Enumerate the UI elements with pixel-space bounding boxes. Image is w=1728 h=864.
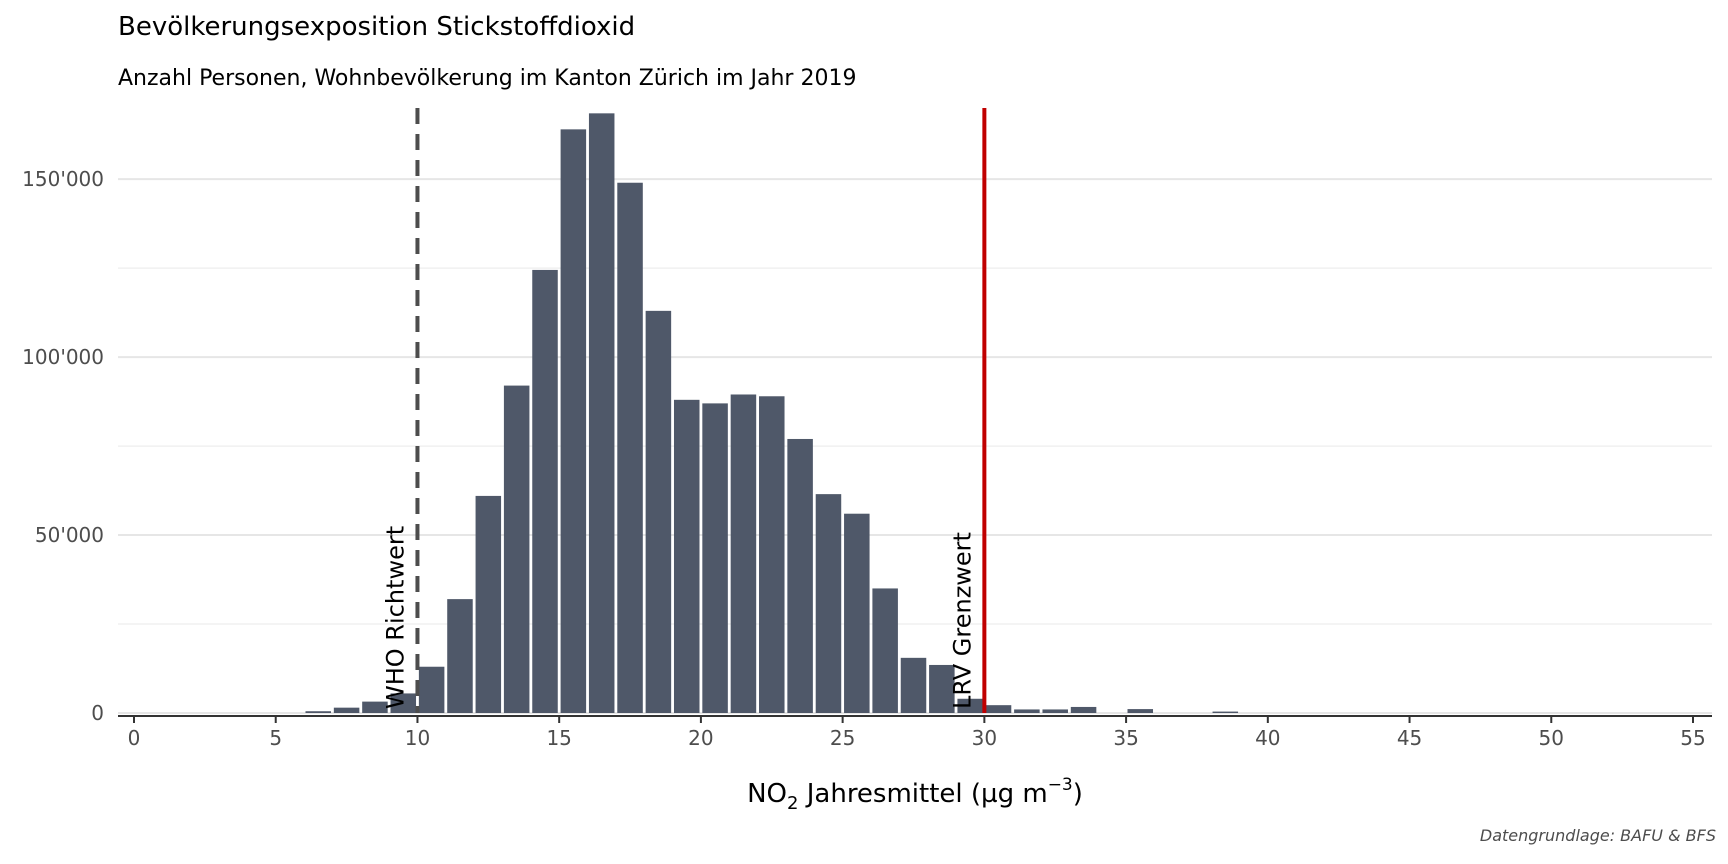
histogram-bar	[503, 385, 530, 713]
histogram-bar	[645, 310, 672, 713]
histogram-bar	[673, 399, 700, 713]
x-tick-label: 55	[1680, 726, 1705, 750]
histogram-bar	[1212, 711, 1239, 713]
bars	[305, 113, 1239, 714]
x-tick-label: 0	[128, 726, 141, 750]
histogram-bar	[900, 657, 927, 713]
x-tick-label: 50	[1539, 726, 1564, 750]
histogram-bar	[1127, 709, 1154, 713]
histogram-bar	[730, 394, 757, 713]
chart-title: Bevölkerungsexposition Stickstoffdioxid	[118, 12, 636, 42]
histogram-bar	[1042, 709, 1068, 713]
x-tick-label: 45	[1397, 726, 1422, 750]
histogram-bar	[588, 113, 615, 713]
grid-lines	[118, 178, 1712, 714]
x-tick-label: 15	[546, 726, 571, 750]
histogram-bar	[333, 707, 360, 713]
histogram-bar	[759, 396, 785, 713]
histogram-bar	[532, 269, 558, 713]
histogram-bar	[560, 129, 587, 714]
histogram-bar	[702, 403, 728, 713]
x-tick-label: 5	[269, 726, 282, 750]
histogram-bar	[957, 698, 983, 713]
histogram-bar	[929, 664, 955, 713]
histogram-bar	[844, 513, 870, 713]
x-tick-label: 20	[688, 726, 713, 750]
x-tick-label: 10	[405, 726, 430, 750]
lrv-limit-label: LRV Grenzwert	[948, 532, 976, 709]
who-guideline-label: WHO Richtwert	[381, 526, 409, 709]
reference-lines: WHO Richtwert LRV Grenzwert	[381, 108, 987, 713]
histogram-bar	[305, 711, 332, 713]
y-tick-label: 100'000	[22, 345, 104, 369]
x-tick-label: 30	[972, 726, 997, 750]
histogram-bar	[475, 495, 502, 713]
axes: 0 5 10 15 20 25 30 35 40 45 50 55 0 50'000 100'000 150'…	[22, 167, 1712, 750]
histogram-bar	[985, 705, 1012, 713]
histogram-bar	[872, 588, 898, 713]
x-tick-label: 35	[1113, 726, 1138, 750]
x-tick-label: 40	[1255, 726, 1280, 750]
x-axis-title: NO2 Jahresmittel (µg m−3)	[747, 775, 1083, 814]
x-tick-label: 25	[830, 726, 855, 750]
histogram-bar	[815, 494, 842, 713]
y-tick-label: 50'000	[35, 523, 104, 547]
histogram-bar	[362, 701, 388, 713]
y-tick-label: 0	[91, 701, 104, 725]
histogram-bar	[390, 693, 417, 713]
histogram-bar	[447, 599, 473, 713]
histogram-bar	[617, 182, 643, 713]
histogram-bar	[787, 438, 813, 713]
histogram-bar	[1070, 706, 1097, 713]
histogram-bar	[418, 666, 445, 713]
data-source-caption: Datengrundlage: BAFU & BFS	[1479, 826, 1716, 845]
histogram-bar	[1014, 709, 1040, 713]
chart-subtitle: Anzahl Personen, Wohnbevölkerung im Kant…	[118, 66, 857, 91]
y-tick-label: 150'000	[22, 167, 104, 191]
